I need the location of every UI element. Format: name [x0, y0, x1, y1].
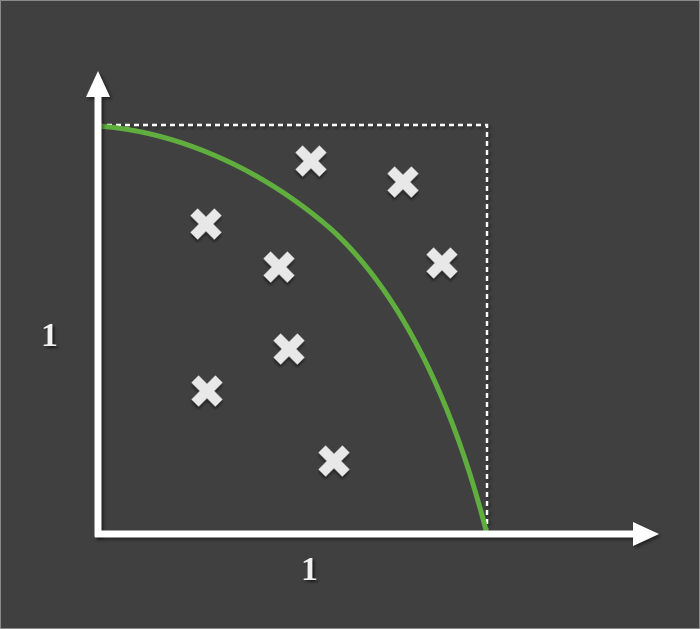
data-point-cross: [295, 145, 327, 177]
y-axis: [86, 71, 110, 537]
data-point-cross: [263, 251, 295, 283]
x-axis-tick-label: 1: [301, 551, 318, 588]
data-point-cross: [273, 333, 305, 365]
data-point-crosses: [190, 145, 458, 477]
data-point-cross: [387, 166, 419, 198]
data-point-cross: [190, 208, 222, 240]
pareto-frontier-curve: [95, 123, 490, 537]
unit-square-dashed-boundary: [98, 123, 489, 534]
data-point-cross: [426, 247, 458, 279]
y-axis-tick-label: 1: [41, 317, 58, 354]
data-point-cross: [318, 445, 350, 477]
x-axis: [95, 522, 659, 546]
data-point-cross: [191, 375, 223, 407]
